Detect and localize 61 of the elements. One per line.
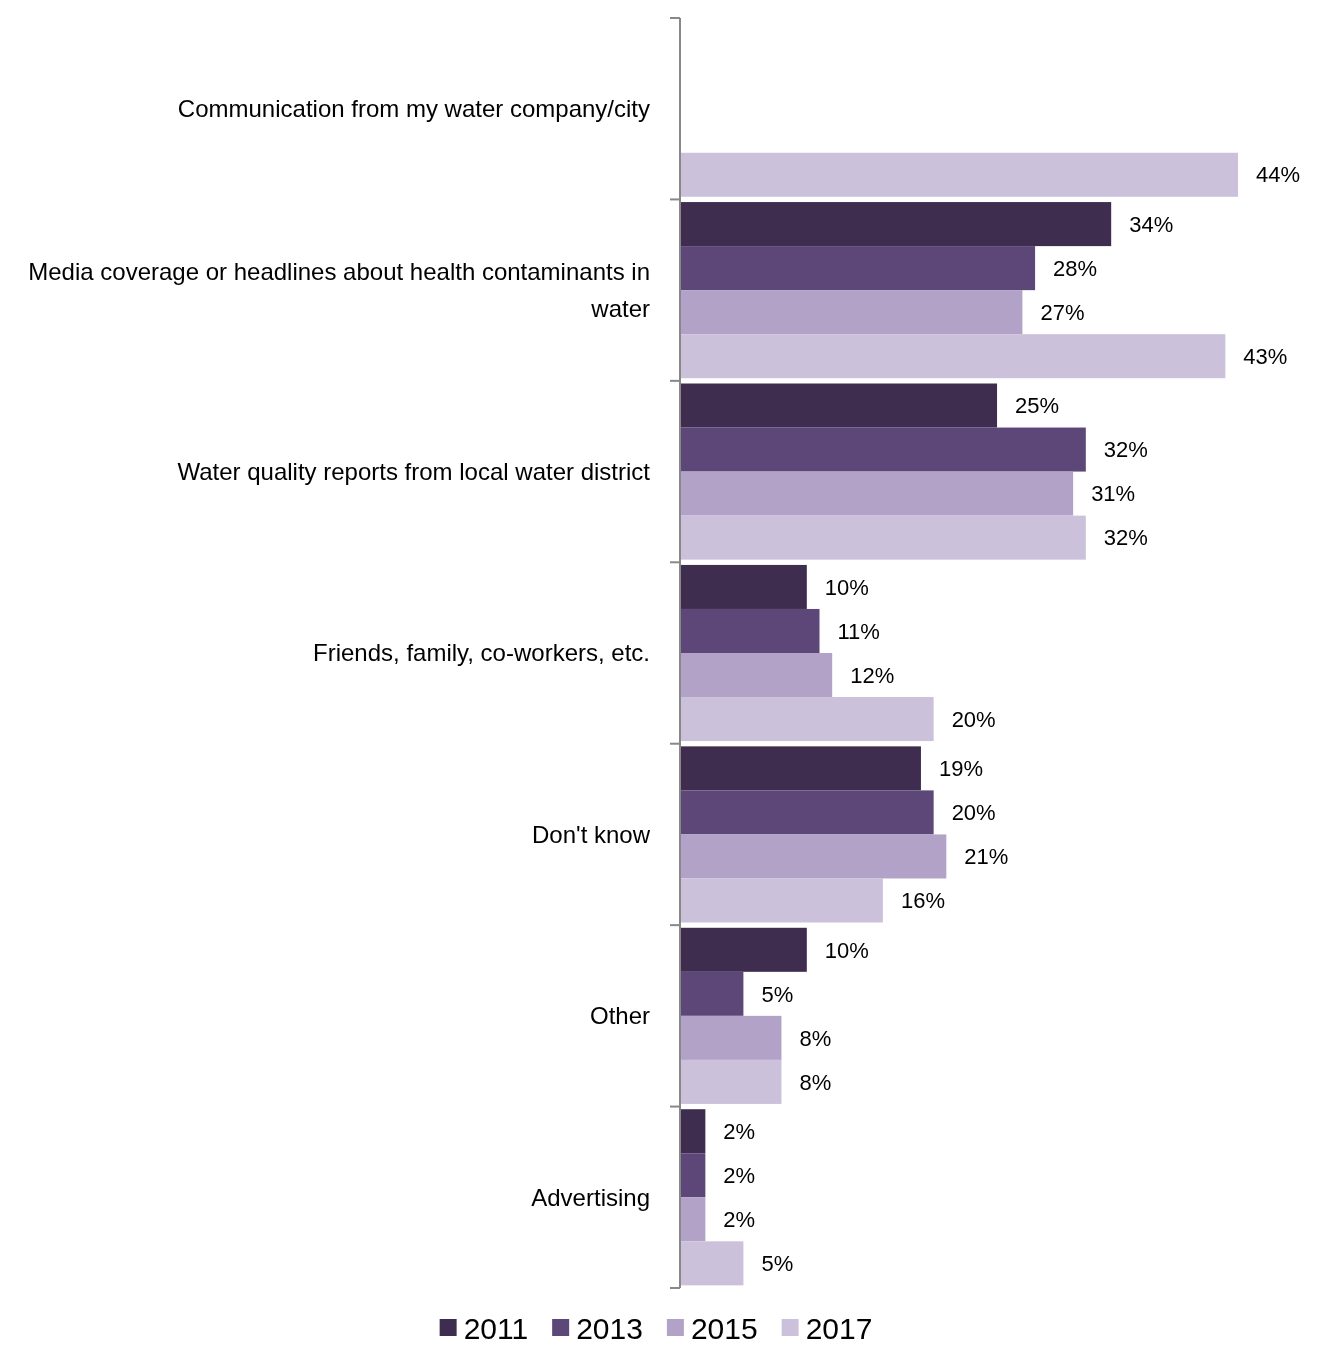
bar — [680, 927, 807, 972]
legend-label: 2011 — [463, 1311, 529, 1345]
bar — [680, 1059, 782, 1104]
bar — [680, 202, 1112, 247]
data-label: 11% — [837, 618, 880, 644]
data-label: 16% — [900, 888, 945, 914]
data-label: 12% — [850, 662, 895, 688]
bar — [680, 152, 1238, 197]
data-label: 34% — [1129, 211, 1174, 237]
bar — [680, 427, 1086, 472]
bar — [680, 1109, 706, 1154]
data-label: 2% — [723, 1118, 756, 1144]
data-label: 28% — [1053, 255, 1098, 281]
bar — [680, 608, 820, 653]
bar — [680, 515, 1086, 560]
data-label: 8% — [799, 1025, 832, 1051]
data-label: 8% — [799, 1069, 832, 1095]
bar — [680, 246, 1036, 291]
data-label: 32% — [1103, 437, 1148, 463]
y-tick-label: Friends, family, co-workers, etc. — [313, 639, 650, 667]
data-label: 5% — [761, 981, 794, 1007]
data-label: 32% — [1103, 525, 1148, 551]
y-tick-label: Water quality reports from local water district — [177, 457, 651, 485]
bar — [680, 1241, 744, 1286]
data-label: 2% — [723, 1162, 756, 1188]
data-label: 25% — [1015, 393, 1060, 419]
legend-label: 2013 — [576, 1311, 643, 1345]
y-tick-label: Don't know — [532, 820, 651, 848]
bar — [680, 1015, 782, 1060]
bar — [680, 878, 883, 923]
data-label: 31% — [1091, 481, 1136, 507]
bar — [680, 1153, 706, 1198]
data-label: 10% — [824, 574, 869, 600]
y-tick-label: Media coverage or headlines about health contaminants in water — [28, 258, 651, 323]
data-label: 20% — [951, 800, 996, 826]
bar — [680, 746, 921, 791]
bar — [680, 334, 1226, 379]
y-tick-label: Advertising — [531, 1183, 650, 1211]
data-label: 21% — [964, 844, 1009, 870]
data-label: 10% — [824, 937, 869, 963]
bar — [680, 971, 744, 1016]
bar — [680, 790, 934, 835]
data-label: 44% — [1256, 162, 1301, 188]
bar — [680, 471, 1074, 516]
data-label: 19% — [938, 756, 983, 782]
data-label: 5% — [761, 1251, 794, 1277]
data-label: 27% — [1040, 299, 1085, 325]
data-label: 2% — [723, 1207, 756, 1232]
bar — [680, 653, 833, 698]
bar — [680, 290, 1023, 335]
y-tick-label: Communication from my water company/city — [177, 95, 650, 123]
bar — [680, 564, 807, 609]
legend-label: 2015 — [690, 1311, 758, 1345]
bar — [680, 697, 934, 742]
bar — [680, 834, 947, 879]
data-label: 43% — [1243, 343, 1288, 369]
y-tick-label: Other — [589, 1002, 650, 1030]
bar — [680, 1197, 706, 1242]
bar — [680, 383, 998, 428]
legend-label: 2017 — [805, 1311, 873, 1345]
data-label: 20% — [951, 706, 996, 732]
